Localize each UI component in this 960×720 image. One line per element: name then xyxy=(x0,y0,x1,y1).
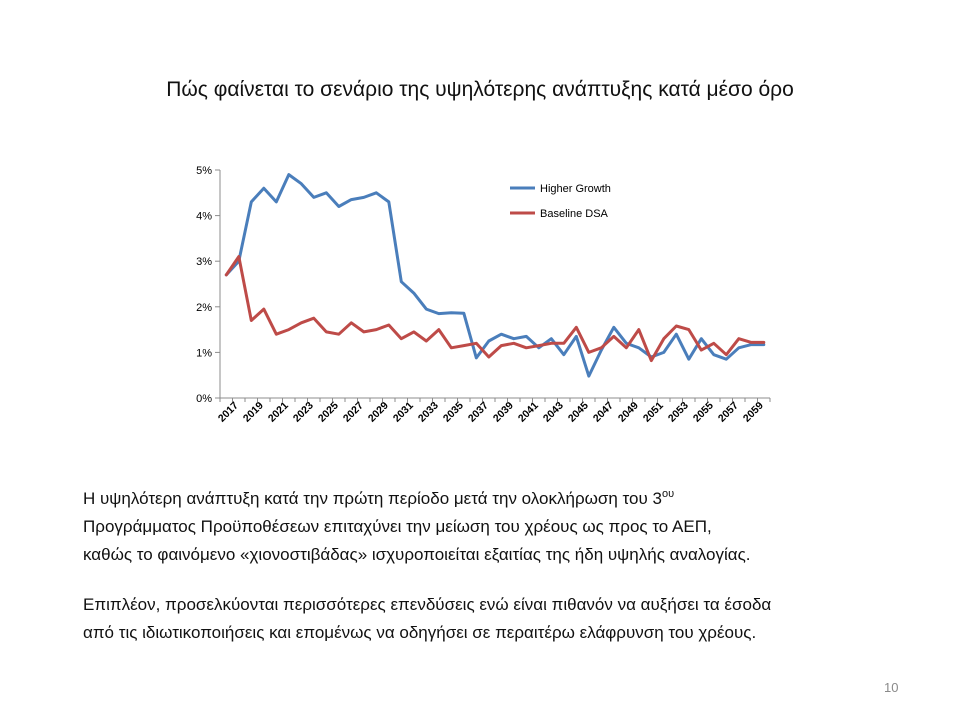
page-number: 10 xyxy=(884,680,899,695)
x-tick-label: 2021 xyxy=(266,400,291,425)
x-tick-label: 2043 xyxy=(541,400,566,425)
x-tick-label: 2045 xyxy=(566,400,591,425)
x-tick-label: 2037 xyxy=(466,400,491,425)
y-tick-label: 2% xyxy=(196,302,212,314)
x-tick-label: 2059 xyxy=(741,400,766,425)
x-tick-label: 2039 xyxy=(491,400,516,425)
x-tick-label: 2027 xyxy=(341,400,366,425)
paragraph-1: Η υψηλότερη ανάπτυξη κατά την πρώτη περί… xyxy=(83,480,913,569)
x-tick-label: 2057 xyxy=(716,400,741,425)
y-tick-label: 4% xyxy=(196,211,212,223)
x-tick-label: 2035 xyxy=(441,400,466,425)
body-text: Η υψηλότερη ανάπτυξη κατά την πρώτη περί… xyxy=(83,480,913,669)
y-tick-label: 0% xyxy=(196,393,212,405)
x-tick-label: 2047 xyxy=(591,400,616,425)
x-tick-label: 2025 xyxy=(316,400,341,425)
x-tick-label: 2033 xyxy=(416,400,441,425)
x-tick-label: 2019 xyxy=(241,400,266,425)
y-tick-label: 1% xyxy=(196,347,212,359)
paragraph-1-line-3: καθώς το φαινόμενο «χιονοστιβάδας» ισχυρ… xyxy=(83,545,751,564)
legend-label: Higher Growth xyxy=(540,183,611,195)
paragraph-1-line-1-text: Η υψηλότερη ανάπτυξη κατά την πρώτη περί… xyxy=(83,489,662,508)
line-chart: 0% 1% 2% 3% 4% 5% 2017 2019 2021 2023 2025 2027 2029… xyxy=(196,165,771,425)
x-tick-label: 2049 xyxy=(616,400,641,425)
legend-label: Baseline DSA xyxy=(540,208,609,220)
x-tick-label: 2017 xyxy=(216,400,241,425)
x-tick-label: 2055 xyxy=(691,400,716,425)
y-tick-label: 5% xyxy=(196,165,212,177)
x-tick-label: 2029 xyxy=(366,400,391,425)
x-tick-label: 2041 xyxy=(516,400,541,425)
x-tick-label: 2051 xyxy=(641,400,666,425)
slide-title: Πώς φαίνεται το σενάριο της υψηλότερης α… xyxy=(166,78,794,101)
paragraph-2-line-1: Επιπλέον, προσελκύονται περισσότερες επε… xyxy=(83,595,772,614)
ordinal-superscript: ου xyxy=(661,488,675,500)
series-line-baseline-dsa xyxy=(224,255,766,363)
x-tick-label: 2031 xyxy=(391,400,416,425)
paragraph-1-line-2: Προγράμματος Προϋποθέσεων επιταχύνει την… xyxy=(83,517,712,536)
paragraph-2-line-2: από τις ιδιωτικοποιήσεις και επομένως να… xyxy=(83,623,757,642)
series-line-higher-growth xyxy=(224,173,766,378)
x-tick-label: 2053 xyxy=(666,400,691,425)
y-tick-label: 3% xyxy=(196,256,212,268)
paragraph-2: Επιπλέον, προσελκύονται περισσότερες επε… xyxy=(83,591,913,647)
x-tick-label: 2023 xyxy=(291,400,316,425)
paragraph-1-line-1: Η υψηλότερη ανάπτυξη κατά την πρώτη περί… xyxy=(83,480,913,513)
